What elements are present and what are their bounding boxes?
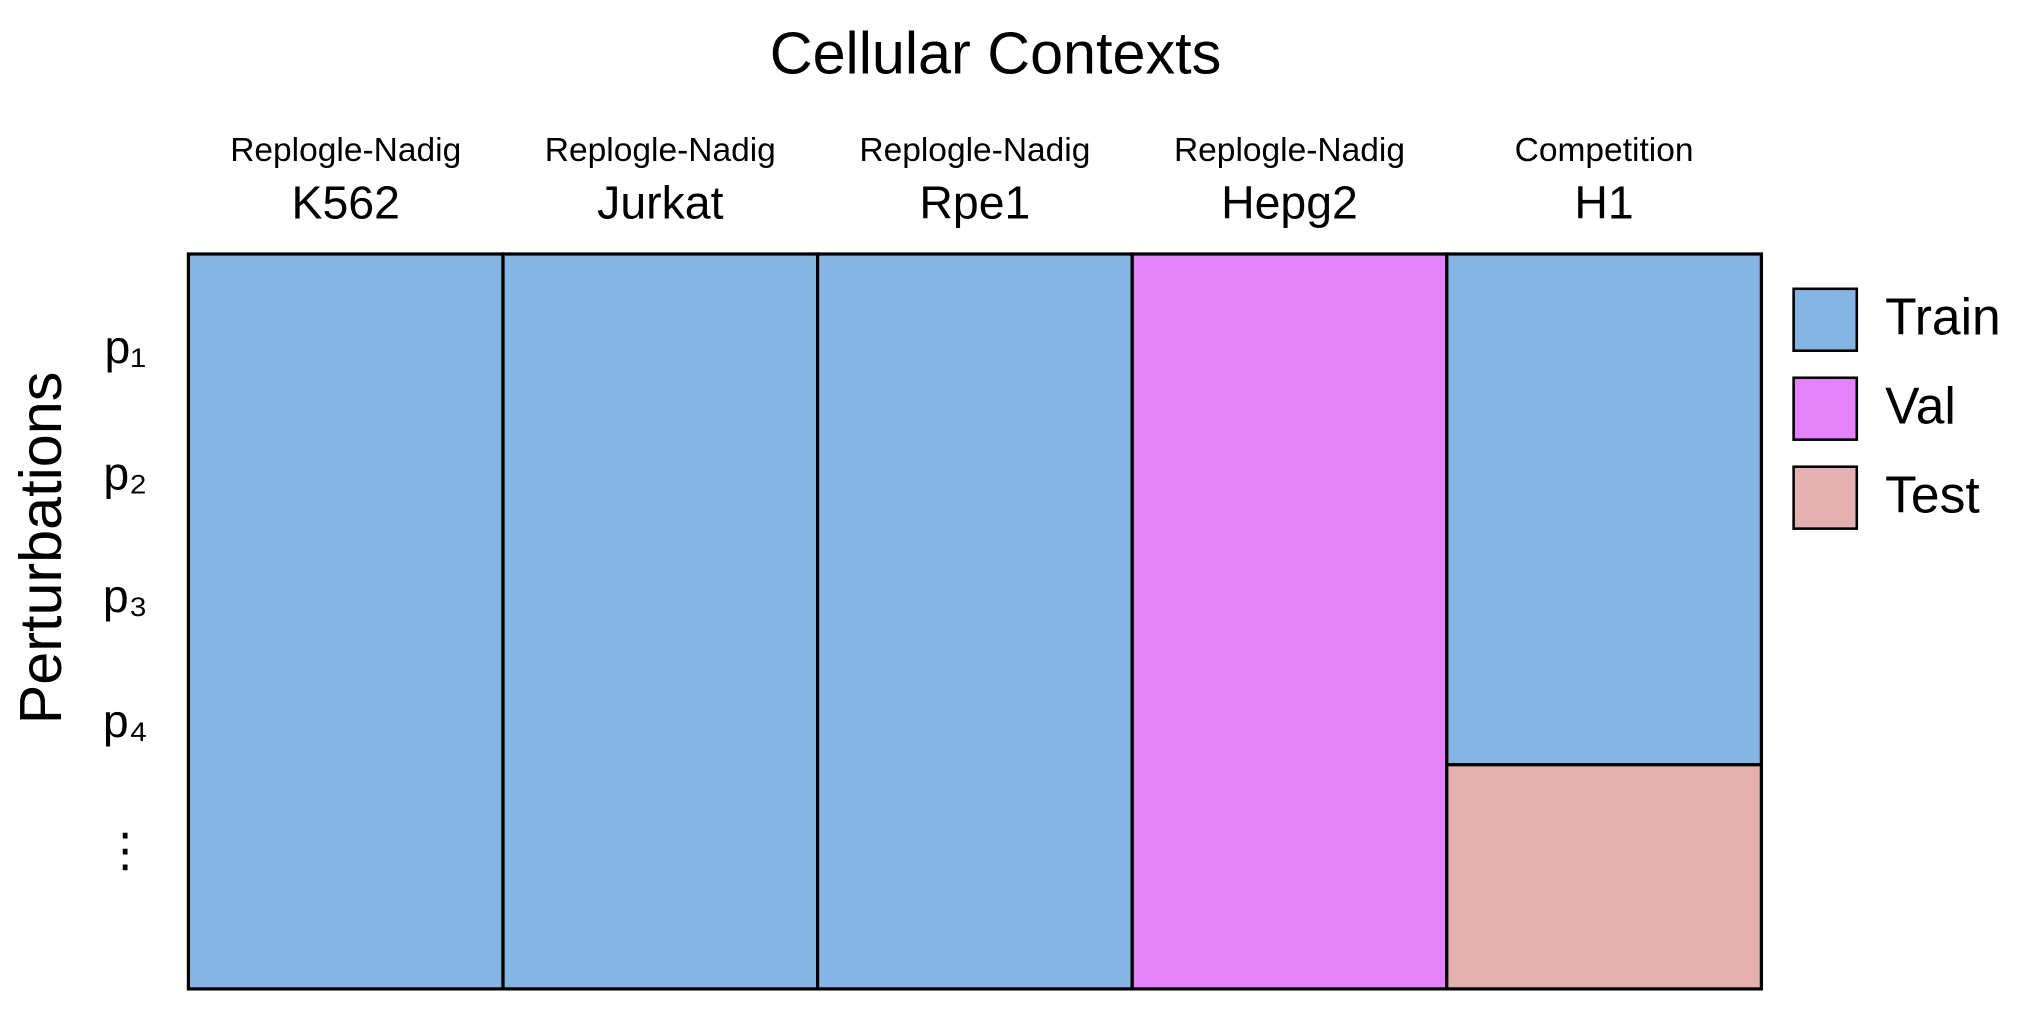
split-block (815, 252, 1134, 991)
legend-label: Train (1885, 288, 2001, 346)
legend-swatch (1792, 287, 1859, 352)
split-block (1445, 252, 1763, 767)
split-block (1445, 763, 1763, 991)
legend-swatch (1792, 376, 1859, 441)
column-source: Replogle-Nadig (859, 132, 1090, 169)
column-source: Replogle-Nadig (545, 132, 776, 169)
column-source: Competition (1515, 132, 1694, 169)
row-label: p₄ (103, 695, 148, 747)
title: Cellular Contexts (770, 20, 1222, 87)
column-source: Replogle-Nadig (1174, 132, 1405, 169)
column-name: Rpe1 (919, 177, 1030, 229)
y-label: Perturbations (7, 372, 74, 725)
column-name: K562 (292, 177, 400, 229)
column-name: Jurkat (597, 177, 723, 229)
column-name: H1 (1574, 177, 1633, 229)
legend-swatch (1792, 465, 1859, 530)
split-block (1130, 252, 1449, 991)
split-block (501, 252, 820, 991)
column-name: Hepg2 (1221, 177, 1358, 229)
split-block (186, 252, 505, 991)
legend-label: Test (1885, 466, 1980, 524)
column-source: Replogle-Nadig (230, 132, 461, 169)
row-label: p₃ (103, 570, 148, 622)
row-label: p₂ (103, 447, 147, 499)
row-label: p₁ (105, 321, 146, 373)
legend-label: Val (1885, 377, 1956, 435)
row-label: ⋮ (102, 824, 148, 876)
